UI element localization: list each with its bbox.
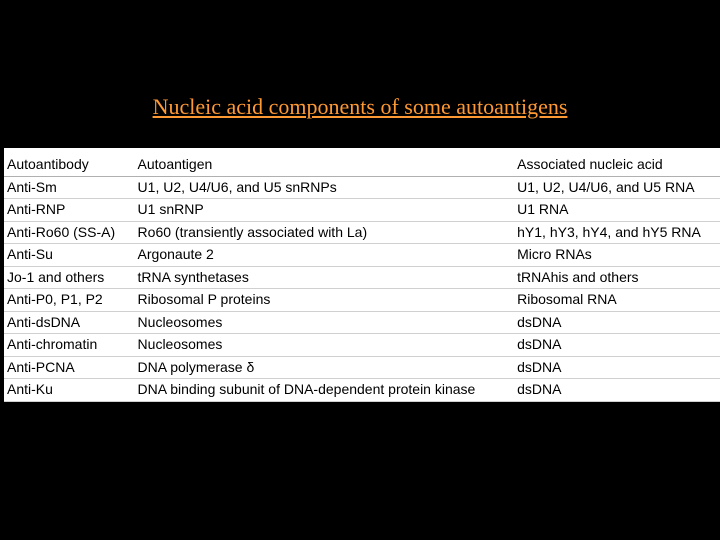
cell-autoantibody: Anti-PCNA bbox=[4, 356, 135, 379]
cell-nucleic: tRNAhis and others bbox=[514, 266, 720, 289]
cell-nucleic: dsDNA bbox=[514, 334, 720, 357]
cell-autoantigen: Ribosomal P proteins bbox=[135, 289, 515, 312]
cell-autoantibody: Jo-1 and others bbox=[4, 266, 135, 289]
table-row: Jo-1 and others tRNA synthetases tRNAhis… bbox=[4, 266, 720, 289]
table-row: Anti-Ku DNA binding subunit of DNA-depen… bbox=[4, 379, 720, 402]
cell-autoantigen: DNA binding subunit of DNA-dependent pro… bbox=[135, 379, 515, 402]
cell-nucleic: U1 RNA bbox=[514, 199, 720, 222]
cell-autoantibody: Anti-RNP bbox=[4, 199, 135, 222]
cell-autoantibody: Anti-chromatin bbox=[4, 334, 135, 357]
table-row: Anti-P0, P1, P2 Ribosomal P proteins Rib… bbox=[4, 289, 720, 312]
cell-autoantibody: Anti-Sm bbox=[4, 176, 135, 199]
cell-autoantigen: Nucleosomes bbox=[135, 311, 515, 334]
table-header-row: Autoantibody Autoantigen Associated nucl… bbox=[4, 148, 720, 176]
cell-autoantigen: U1, U2, U4/U6, and U5 snRNPs bbox=[135, 176, 515, 199]
col-header-nucleic: Associated nucleic acid bbox=[514, 148, 720, 176]
cell-nucleic: dsDNA bbox=[514, 356, 720, 379]
slide-container: Nucleic acid components of some autoanti… bbox=[0, 0, 720, 540]
cell-autoantigen: DNA polymerase δ bbox=[135, 356, 515, 379]
cell-nucleic: dsDNA bbox=[514, 379, 720, 402]
autoantigen-table: Autoantibody Autoantigen Associated nucl… bbox=[4, 148, 720, 402]
cell-nucleic: dsDNA bbox=[514, 311, 720, 334]
autoantigen-table-wrap: Autoantibody Autoantigen Associated nucl… bbox=[4, 148, 720, 402]
col-header-autoantibody: Autoantibody bbox=[4, 148, 135, 176]
table-row: Anti-chromatin Nucleosomes dsDNA bbox=[4, 334, 720, 357]
table-row: Anti-Ro60 (SS-A) Ro60 (transiently assoc… bbox=[4, 221, 720, 244]
cell-autoantigen: Ro60 (transiently associated with La) bbox=[135, 221, 515, 244]
cell-autoantibody: Anti-dsDNA bbox=[4, 311, 135, 334]
table-row: Anti-PCNA DNA polymerase δ dsDNA bbox=[4, 356, 720, 379]
cell-nucleic: hY1, hY3, hY4, and hY5 RNA bbox=[514, 221, 720, 244]
cell-autoantibody: Anti-P0, P1, P2 bbox=[4, 289, 135, 312]
cell-autoantigen: Argonaute 2 bbox=[135, 244, 515, 267]
slide-title: Nucleic acid components of some autoanti… bbox=[0, 94, 720, 120]
cell-nucleic: U1, U2, U4/U6, and U5 RNA bbox=[514, 176, 720, 199]
cell-autoantigen: U1 snRNP bbox=[135, 199, 515, 222]
cell-nucleic: Ribosomal RNA bbox=[514, 289, 720, 312]
cell-nucleic: Micro RNAs bbox=[514, 244, 720, 267]
table-row: Anti-dsDNA Nucleosomes dsDNA bbox=[4, 311, 720, 334]
cell-autoantibody: Anti-Ro60 (SS-A) bbox=[4, 221, 135, 244]
table-row: Anti-RNP U1 snRNP U1 RNA bbox=[4, 199, 720, 222]
cell-autoantibody: Anti-Su bbox=[4, 244, 135, 267]
table-row: Anti-Su Argonaute 2 Micro RNAs bbox=[4, 244, 720, 267]
col-header-autoantigen: Autoantigen bbox=[135, 148, 515, 176]
cell-autoantibody: Anti-Ku bbox=[4, 379, 135, 402]
cell-autoantigen: Nucleosomes bbox=[135, 334, 515, 357]
cell-autoantigen: tRNA synthetases bbox=[135, 266, 515, 289]
table-row: Anti-Sm U1, U2, U4/U6, and U5 snRNPs U1,… bbox=[4, 176, 720, 199]
